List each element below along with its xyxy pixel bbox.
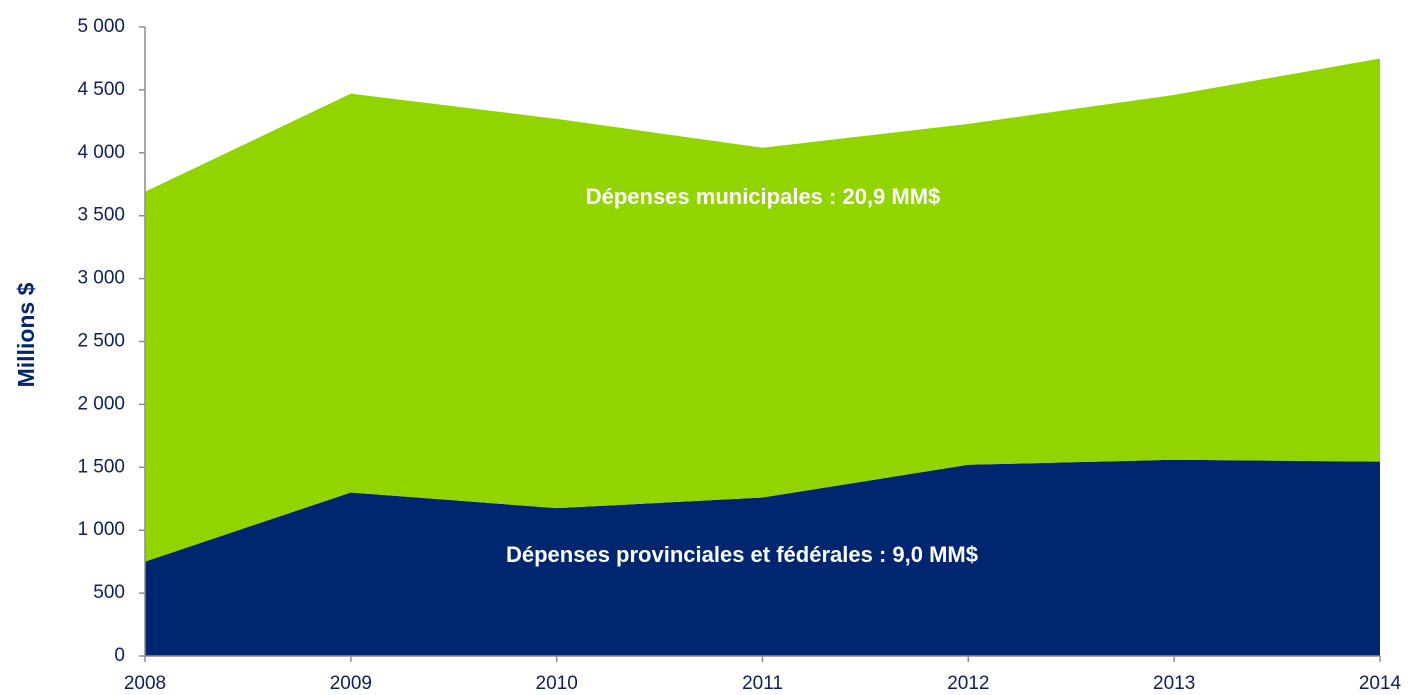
area	[145, 459, 1380, 656]
y-tick-label: 1 500	[77, 456, 125, 477]
y-tick-label: 3 500	[77, 205, 125, 226]
area	[145, 58, 1380, 562]
y-tick-label: 1 000	[77, 519, 125, 540]
x-tick-label: 2013	[1153, 673, 1195, 694]
area-label: Dépenses municipales : 20,9 MM$	[586, 184, 941, 209]
x-tick-label: 2008	[124, 673, 166, 694]
y-tick-label: 5 000	[77, 16, 125, 37]
y-tick-label: 0	[114, 645, 125, 666]
area-label: Dépenses provinciales et fédérales : 9,0…	[506, 542, 978, 567]
y-tick-label: 3 000	[77, 268, 125, 289]
y-tick-label: 2 500	[77, 331, 125, 352]
y-tick-label: 4 000	[77, 142, 125, 163]
x-tick-label: 2009	[330, 673, 372, 694]
x-tick-label: 2014	[1359, 673, 1402, 694]
y-axis-label: Millions $	[13, 282, 39, 387]
x-tick-label: 2012	[947, 673, 989, 694]
y-tick-label: 4 500	[77, 79, 125, 100]
y-tick-label: 500	[93, 582, 125, 603]
x-tick-label: 2010	[536, 673, 578, 694]
y-tick-label: 2 000	[77, 393, 125, 414]
x-tick-label: 2011	[742, 673, 783, 694]
